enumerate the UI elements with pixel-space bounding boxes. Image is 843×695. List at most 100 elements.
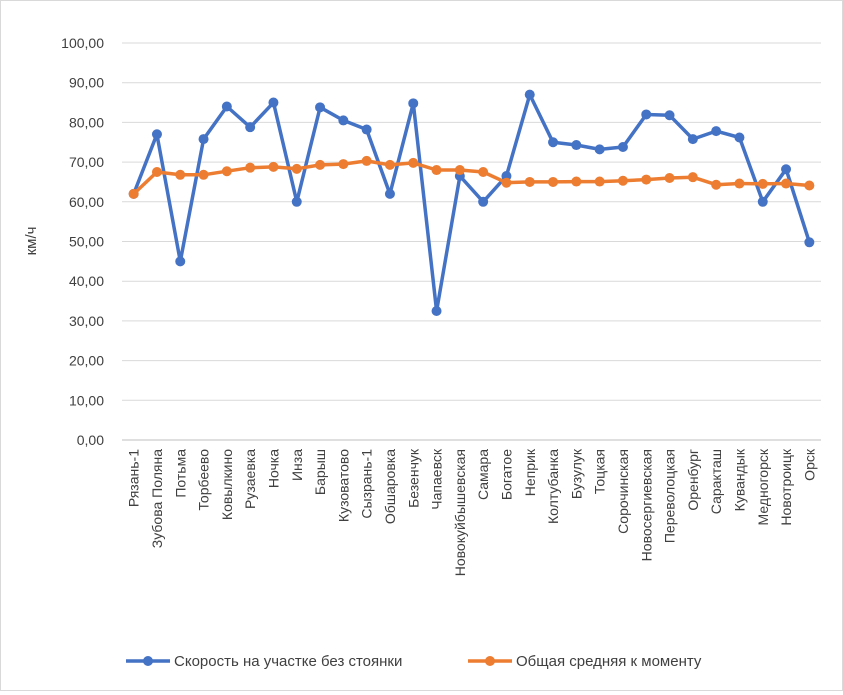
data-point <box>781 178 792 189</box>
data-point <box>757 178 768 189</box>
data-point <box>804 237 815 248</box>
data-point <box>338 159 349 170</box>
data-point <box>781 164 792 175</box>
data-point <box>548 137 559 148</box>
gridlines <box>122 42 821 401</box>
data-point <box>291 163 302 174</box>
y-tick-label: 60,00 <box>69 194 104 210</box>
x-tick-label: Неприк <box>522 448 538 496</box>
x-tick-label: Сызрань-1 <box>359 449 375 519</box>
data-point <box>315 159 326 170</box>
x-tick-label: Тоцкая <box>592 449 608 494</box>
x-tick-label: Новотроицк <box>778 448 794 525</box>
data-point <box>571 140 582 151</box>
data-point <box>268 97 279 108</box>
x-tick-label: Рязань-1 <box>126 449 142 507</box>
x-tick-label: Обшаровка <box>382 449 398 524</box>
data-point <box>245 162 256 173</box>
legend-label: Скорость на участке без стоянки <box>174 653 402 670</box>
data-point <box>198 169 209 180</box>
x-tick-label: Чапаевск <box>429 448 445 510</box>
data-point <box>548 176 559 187</box>
data-point <box>478 167 489 178</box>
data-point <box>338 115 349 126</box>
data-point <box>594 144 605 155</box>
data-point <box>571 176 582 187</box>
data-point <box>291 196 302 207</box>
data-point <box>734 132 745 143</box>
data-point <box>524 176 535 187</box>
data-point <box>151 129 162 140</box>
data-point <box>454 165 465 176</box>
x-tick-label: Ночка <box>265 449 281 488</box>
x-tick-label: Кувандык <box>731 448 747 511</box>
y-tick-label: 70,00 <box>69 154 104 170</box>
y-tick-label: 0,00 <box>77 432 104 448</box>
data-point <box>524 89 535 100</box>
data-point <box>198 134 209 145</box>
x-tick-label: Самара <box>475 449 491 500</box>
data-point <box>711 179 722 190</box>
x-tick-label: Богатое <box>498 449 514 500</box>
data-point <box>221 166 232 177</box>
data-point <box>128 188 139 199</box>
x-tick-label: Барыш <box>312 449 328 495</box>
data-point <box>361 124 372 135</box>
legend: Скорость на участке без стоянки Общая сре… <box>126 653 702 670</box>
y-tick-label: 50,00 <box>69 234 104 250</box>
data-point <box>664 172 675 183</box>
data-point <box>408 98 419 109</box>
x-tick-label: Переволоцкая <box>662 449 678 543</box>
data-point <box>478 196 489 207</box>
data-point <box>151 167 162 178</box>
data-point <box>175 256 186 267</box>
data-point <box>641 174 652 185</box>
x-tick-label: Потьма <box>172 449 188 498</box>
data-point <box>804 180 815 191</box>
x-tick-label: Безенчук <box>405 448 421 508</box>
x-tick-label: Зубова Поляна <box>149 449 165 548</box>
series-line <box>131 92 812 313</box>
x-tick-label: Инза <box>289 449 305 481</box>
x-tick-label: Новокуйбышевская <box>452 449 468 576</box>
y-tick-label: 80,00 <box>69 114 104 130</box>
x-axis-labels: Рязань-1 Зубова Поляна Потьма Торбеево Ковыл… <box>126 448 818 576</box>
x-tick-label: Новосергиевская <box>638 449 654 561</box>
data-point <box>384 188 395 199</box>
data-point <box>734 178 745 189</box>
data-point <box>641 109 652 120</box>
legend-swatch-marker <box>485 656 495 666</box>
x-tick-label: Бузулук <box>568 448 584 499</box>
y-tick-label: 90,00 <box>69 75 104 91</box>
data-point <box>594 176 605 187</box>
data-point <box>431 165 442 176</box>
data-point <box>361 155 372 166</box>
data-point <box>315 102 326 113</box>
data-point <box>245 122 256 133</box>
y-tick-label: 100,00 <box>61 35 104 51</box>
data-point <box>687 134 698 145</box>
data-point <box>711 126 722 137</box>
data-point <box>408 157 419 168</box>
y-axis-label: км/ч <box>23 227 40 256</box>
data-point <box>175 169 186 180</box>
y-tick-label: 40,00 <box>69 273 104 289</box>
data-point <box>431 305 442 316</box>
data-point <box>687 172 698 183</box>
y-tick-label: 30,00 <box>69 313 104 329</box>
x-tick-label: Рузаевка <box>242 449 258 509</box>
legend-label: Общая средняя к моменту <box>516 653 702 670</box>
y-axis-ticks: 0,00 10,00 20,00 30,00 40,00 50,00 60,00 70,00 8… <box>61 35 104 448</box>
x-tick-label: Саракташ <box>708 449 724 514</box>
x-tick-label: Сорочинская <box>615 449 631 534</box>
data-point <box>617 142 628 153</box>
data-point <box>268 161 279 172</box>
legend-entry: Скорость на участке без стоянки <box>126 653 402 670</box>
x-tick-label: Оренбург <box>685 449 701 511</box>
x-tick-label: Медногорск <box>755 448 771 525</box>
data-point <box>221 101 232 112</box>
series-1 <box>128 89 815 316</box>
legend-entry: Общая средняя к моменту <box>468 653 702 670</box>
